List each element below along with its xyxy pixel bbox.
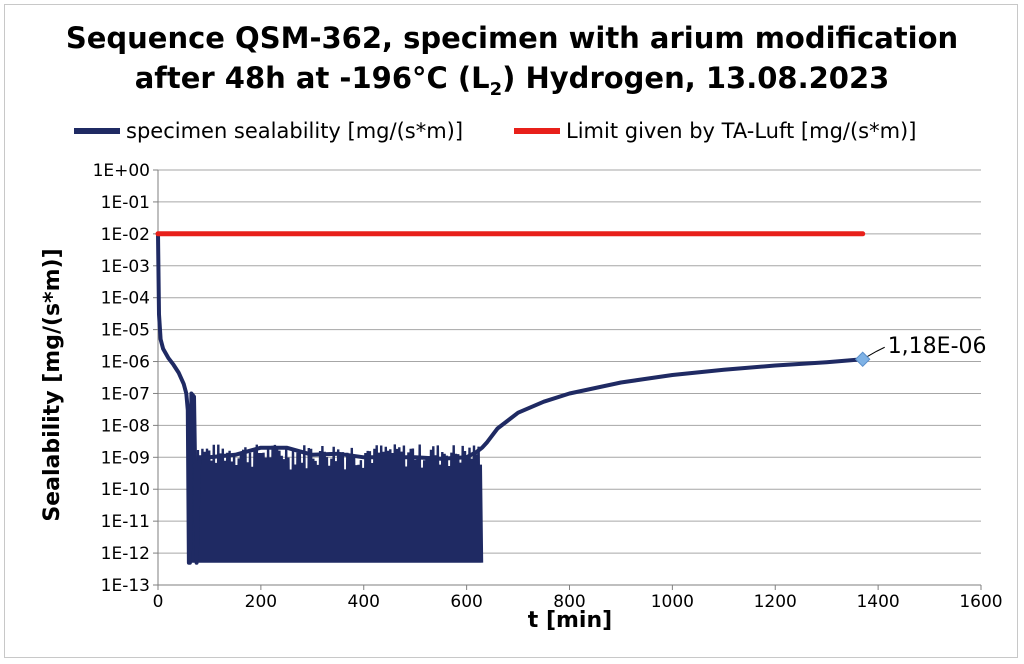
- chart-frame: [4, 4, 1018, 658]
- series-line-sealability: [156, 231, 865, 565]
- annotation-label: 1,18E-06: [888, 334, 987, 359]
- y-tick-label: 1E-13: [101, 576, 150, 596]
- y-tick-label: 1E-01: [101, 193, 150, 213]
- x-tick-label: 800: [553, 592, 585, 612]
- y-tick-label: 1E-12: [101, 544, 150, 564]
- chart-title-subscript: 2: [489, 78, 503, 100]
- y-tick-label: 1E-06: [101, 353, 150, 373]
- legend-swatch-sealability: [74, 128, 120, 134]
- annotation-group: 1,18E-06: [854, 334, 987, 368]
- y-tick-label: 1E-10: [101, 480, 150, 500]
- noise-band: [187, 444, 484, 563]
- y-tick-label: 1E-08: [101, 416, 150, 436]
- x-tick-label: 1400: [856, 592, 899, 612]
- y-tick-label: 1E-11: [101, 512, 150, 532]
- y-tick-label: 1E-05: [101, 321, 150, 341]
- y-axis-title: Sealability [mg/(s*m)]: [40, 248, 65, 521]
- y-tick-labels: 1E-13 1E-12 1E-11 1E-10 1E-09 1E-08 1E-07 1E-06…: [93, 161, 150, 596]
- chart-title-line1: Sequence QSM-362, specimen with arium mo…: [65, 21, 959, 55]
- x-axis-title: t [min]: [528, 608, 612, 633]
- legend-item-sealability: specimen sealability [mg/(s*m)]: [74, 116, 463, 146]
- legend-label-limit: Limit given by TA-Luft [mg/(s*m)]: [566, 119, 917, 143]
- x-tick-label: 0: [153, 592, 164, 612]
- legend-item-limit: Limit given by TA-Luft [mg/(s*m)]: [514, 116, 916, 146]
- chart-title-line2-end: ) Hydrogen, 13.08.2023: [502, 61, 890, 95]
- x-tick-label: 1200: [754, 592, 797, 612]
- x-tick-label: 400: [348, 592, 380, 612]
- legend: specimen sealability [mg/(s*m)] Limit gi…: [0, 116, 1024, 146]
- y-tick-label: 1E+00: [93, 161, 150, 181]
- series-lines: [155, 231, 866, 565]
- gridlines: [153, 169, 982, 590]
- x-tick-label: 1000: [651, 592, 694, 612]
- legend-swatch-limit: [514, 128, 560, 134]
- x-tick-label: 1600: [959, 592, 1002, 612]
- chart-title-line2: after 48h at -196°C (L2) Hydrogen, 13.08…: [0, 58, 1024, 110]
- y-tick-label: 1E-02: [101, 225, 150, 245]
- y-tick-label: 1E-09: [101, 448, 150, 468]
- y-tick-label: 1E-03: [101, 257, 150, 277]
- noise-trace: [187, 444, 484, 563]
- x-tick-labels: 0 200 400 600 800 1000 1200 1400 1600: [153, 592, 1003, 612]
- y-tick-label: 1E-07: [101, 384, 150, 404]
- x-tick-label: 600: [450, 592, 482, 612]
- annotation-marker: [854, 351, 871, 368]
- legend-label-sealability: specimen sealability [mg/(s*m)]: [126, 119, 464, 143]
- chart-title: Sequence QSM-362, specimen with arium mo…: [0, 18, 1024, 110]
- y-tick-label: 1E-04: [101, 289, 150, 309]
- x-tick-label: 200: [245, 592, 277, 612]
- chart-title-line2-start: after 48h at -196°C (L: [134, 61, 490, 95]
